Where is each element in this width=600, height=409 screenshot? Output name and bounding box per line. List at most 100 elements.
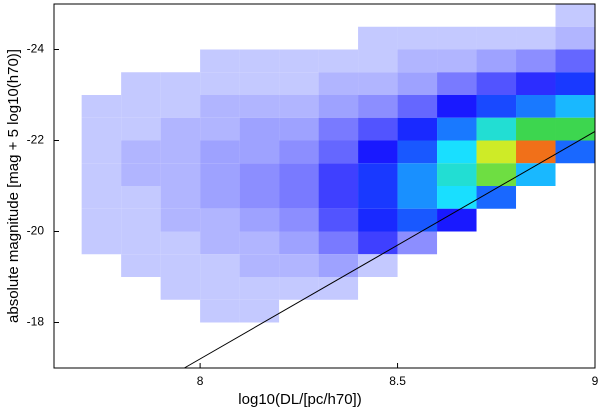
- density-cell: [437, 345, 476, 368]
- density-cell: [279, 95, 319, 118]
- density-cell: [318, 208, 359, 232]
- density-cell: [239, 231, 280, 255]
- density-cell: [397, 231, 438, 255]
- density-cell: [200, 49, 240, 73]
- density-cell: [397, 163, 438, 186]
- density-cell: [516, 95, 556, 118]
- density-cell: [81, 163, 122, 186]
- density-cell: [319, 4, 358, 27]
- density-cell: [398, 323, 437, 346]
- density-cell: [358, 4, 397, 27]
- density-cell: [200, 323, 239, 346]
- density-cell: [239, 49, 280, 73]
- density-cell: [516, 26, 556, 50]
- density-cell: [279, 208, 319, 232]
- density-cell: [82, 277, 121, 300]
- density-cell: [319, 300, 358, 323]
- density-cell: [319, 27, 358, 50]
- density-cell: [358, 163, 398, 186]
- density-cell: [279, 4, 318, 27]
- density-cell: [476, 117, 517, 141]
- density-cell: [121, 208, 161, 232]
- density-cell: [358, 300, 397, 323]
- density-cell: [279, 163, 319, 186]
- density-cell: [556, 186, 595, 209]
- density-cell: [397, 186, 438, 209]
- density-cell: [358, 49, 398, 73]
- density-cell: [81, 186, 122, 209]
- density-cell: [358, 140, 398, 164]
- density-cell: [555, 95, 595, 118]
- density-cell: [358, 117, 398, 141]
- density-cell: [82, 345, 121, 368]
- density-cell: [239, 95, 280, 118]
- density-cell: [318, 277, 359, 300]
- density-cell: [556, 232, 595, 255]
- density-cell: [477, 277, 516, 300]
- density-cell: [160, 277, 201, 300]
- density-cell: [358, 345, 397, 368]
- density-cell: [555, 72, 595, 95]
- density-cell: [160, 186, 201, 209]
- density-cell: [516, 117, 556, 141]
- density-cell: [81, 117, 122, 141]
- density-cell: [516, 186, 555, 209]
- density-cell: [437, 140, 477, 164]
- density-cell: [82, 300, 121, 323]
- density-cell: [200, 186, 240, 209]
- density-cell: [358, 277, 397, 300]
- density-cell: [200, 4, 239, 27]
- density-cell: [476, 95, 517, 118]
- density-cell: [397, 26, 438, 50]
- density-cell: [555, 117, 595, 141]
- density-cell: [477, 232, 516, 255]
- density-cell: [161, 300, 200, 323]
- density-cell: [239, 163, 280, 186]
- density-cell: [516, 209, 555, 232]
- density-cell: [160, 163, 201, 186]
- density-cell: [279, 27, 318, 50]
- density-cell: [239, 277, 280, 300]
- density-cell: [81, 231, 122, 255]
- density-cell: [239, 208, 280, 232]
- density-cell: [516, 232, 555, 255]
- density-cell: [121, 231, 161, 255]
- density-cell: [200, 277, 240, 300]
- density-cell: [239, 186, 280, 209]
- density-cell: [240, 27, 279, 50]
- density-cell: [279, 140, 319, 164]
- density-cell: [160, 95, 201, 118]
- density-cell: [121, 163, 161, 186]
- density-cell: [437, 95, 477, 118]
- density-cell: [358, 208, 398, 232]
- density-cell: [318, 117, 359, 141]
- density-cell: [516, 345, 555, 368]
- density-cell: [555, 140, 595, 164]
- density-cell: [239, 140, 280, 164]
- density-cell: [160, 254, 201, 277]
- density-cell: [476, 49, 517, 73]
- density-cell: [318, 72, 359, 95]
- density-cell: [81, 208, 122, 232]
- density-cell: [437, 26, 477, 50]
- density-cell: [476, 140, 517, 164]
- density-cell: [555, 4, 595, 27]
- density-cell: [200, 72, 240, 95]
- density-cell: [200, 27, 239, 50]
- density-cell: [516, 300, 555, 323]
- density-cell: [240, 323, 279, 346]
- density-cell: [200, 254, 240, 277]
- density-cell: [556, 300, 595, 323]
- density-cell: [437, 117, 477, 141]
- density-cell: [358, 186, 398, 209]
- density-cell: [437, 208, 477, 232]
- density-cell: [279, 72, 319, 95]
- x-tick-label: 8.5: [389, 374, 406, 388]
- density-cell: [160, 72, 201, 95]
- density-cell: [476, 163, 517, 186]
- y-axis-title: absolute magnitude [mag + 5 log10(h70)]: [5, 49, 22, 323]
- y-tick-label: -22: [27, 133, 45, 147]
- density-cell: [279, 231, 319, 255]
- density-cell: [121, 186, 161, 209]
